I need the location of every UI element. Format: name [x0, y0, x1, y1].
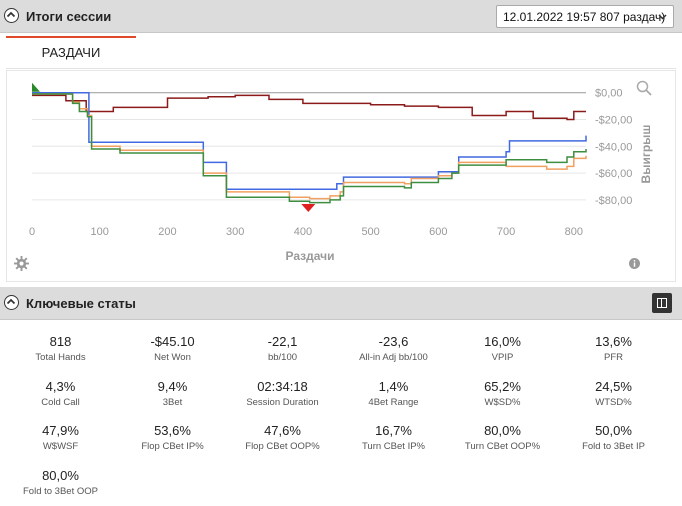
- stat-turn-cbet-ip: 16,7% Turn CBet IP%: [337, 423, 450, 452]
- y-tick-label: -$20,00: [595, 115, 632, 127]
- stat-turn-cbet-oop: 80,0% Turn CBet OOP%: [446, 423, 559, 452]
- stat-pfr: 13,6% PFR: [557, 334, 670, 363]
- x-tick-label: 400: [294, 226, 312, 238]
- x-tick-label: 0: [29, 226, 35, 238]
- series-line-0: [32, 94, 586, 121]
- stat-label: Flop CBet IP%: [141, 441, 204, 452]
- x-tick-label: 100: [91, 226, 109, 238]
- stat-value: -23,6: [378, 334, 409, 349]
- y-tick-label: -$80,00: [595, 195, 632, 207]
- stat-bb100: -22,1 bb/100: [226, 334, 339, 363]
- stat-value: 02:34:18: [257, 379, 308, 394]
- stat-value: 53,6%: [154, 423, 191, 438]
- stat-allin-adj-bb100: -23,6 All-in Adj bb/100: [337, 334, 450, 363]
- stat-cold-call: 4,3% Cold Call: [4, 379, 117, 408]
- start-flag-marker: [32, 82, 40, 92]
- stat-fold-to-3bet-ip: 50,0% Fold to 3Bet IP: [557, 423, 670, 452]
- stat-value: 818: [49, 334, 72, 349]
- stat-4bet-range: 1,4% 4Bet Range: [337, 379, 450, 408]
- y-tick-label: -$60,00: [595, 168, 632, 180]
- stat-flop-cbet-ip: 53,6% Flop CBet IP%: [116, 423, 229, 452]
- stat-wwsf: 47,9% W$WSF: [4, 423, 117, 452]
- collapse-stats-icon[interactable]: [4, 295, 19, 310]
- session-select[interactable]: 12.01.2022 19:57 807 раздач): [496, 5, 674, 28]
- stat-value: 24,5%: [595, 379, 632, 394]
- stat-value: 47,6%: [264, 423, 301, 438]
- stat-label: PFR: [604, 352, 623, 363]
- stat-label: WTSD%: [595, 397, 632, 408]
- stat-label: All-in Adj bb/100: [359, 352, 428, 363]
- stat-label: 4Bet Range: [368, 397, 419, 408]
- stat-value: 9,4%: [157, 379, 188, 394]
- series-line-1: [32, 91, 587, 190]
- stat-flop-cbet-oop: 47,6% Flop CBet OOP%: [226, 423, 339, 452]
- zoom-icon[interactable]: [636, 80, 652, 96]
- stat-wtsd: 24,5% WTSD%: [557, 379, 670, 408]
- x-tick-label: 600: [429, 226, 447, 238]
- stat-net-won: -$45.10 Net Won: [116, 334, 229, 363]
- winnings-chart[interactable]: $0,00 -$20,00 -$40,00 -$60,00 -$80,00 0 100 200…: [0, 70, 682, 282]
- x-tick-label: 300: [226, 226, 244, 238]
- stat-label: W$WSF: [42, 441, 79, 452]
- layout-toggle-icon[interactable]: [652, 293, 672, 313]
- key-stats-header: Ключевые статы: [0, 287, 682, 320]
- stat-label: bb/100: [267, 352, 298, 363]
- stat-value: 16,7%: [375, 423, 412, 438]
- stat-label: Fold to 3Bet IP: [582, 441, 645, 452]
- chart-container: [6, 70, 676, 282]
- stat-label: Total Hands: [35, 352, 86, 363]
- info-icon[interactable]: [629, 258, 640, 269]
- stat-vpip: 16,0% VPIP: [446, 334, 559, 363]
- x-tick-label: 200: [158, 226, 176, 238]
- stat-fold-to-3bet-oop: 80,0% Fold to 3Bet OOP: [4, 468, 117, 497]
- stat-wsd: 65,2% W$SD%: [446, 379, 559, 408]
- x-axis-label: Раздачи: [286, 249, 335, 263]
- stat-value: 50,0%: [595, 423, 632, 438]
- stat-label: Session Duration: [246, 397, 319, 408]
- x-tick-label: 800: [565, 226, 583, 238]
- stat-value: 13,6%: [595, 334, 632, 349]
- stat-session-duration: 02:34:18 Session Duration: [226, 379, 339, 408]
- stat-label: Flop CBet OOP%: [245, 441, 320, 452]
- chevron-down-icon: [658, 14, 667, 20]
- stat-value: 1,4%: [378, 379, 409, 394]
- key-stats-title: Ключевые статы: [26, 296, 136, 311]
- stat-label: Turn CBet IP%: [361, 441, 425, 452]
- stat-label: Cold Call: [41, 397, 80, 408]
- tab-hands[interactable]: РАЗДАЧИ: [6, 36, 136, 68]
- stat-label: 3Bet: [162, 397, 183, 408]
- gear-icon[interactable]: [14, 256, 29, 271]
- session-summary-title: Итоги сессии: [26, 9, 112, 24]
- stat-label: Fold to 3Bet OOP: [23, 486, 98, 497]
- tab-divider: [6, 68, 676, 69]
- stat-label: VPIP: [491, 352, 514, 363]
- stat-label: Turn CBet OOP%: [464, 441, 541, 452]
- y-tick-label: -$40,00: [595, 141, 632, 153]
- stat-label: Net Won: [154, 352, 191, 363]
- stat-value: 80,0%: [484, 423, 521, 438]
- stat-value: 80,0%: [42, 468, 79, 483]
- stat-value: 47,9%: [42, 423, 79, 438]
- series-line-3: [32, 93, 587, 204]
- stat-label: W$SD%: [484, 397, 521, 408]
- stat-value: 65,2%: [484, 379, 521, 394]
- x-tick-label: 500: [361, 226, 379, 238]
- y-axis-label: Выигрыш: [639, 125, 653, 184]
- stat-value: -$45.10: [150, 334, 195, 349]
- session-select-value: 12.01.2022 19:57 807 раздач): [503, 10, 666, 24]
- minimum-marker: [301, 203, 316, 212]
- x-tick-label: 700: [497, 226, 515, 238]
- collapse-session-icon[interactable]: [4, 8, 19, 23]
- stat-value: 16,0%: [484, 334, 521, 349]
- session-summary-header: Итоги сессии 12.01.2022 19:57 807 раздач…: [0, 0, 682, 33]
- stat-3bet: 9,4% 3Bet: [116, 379, 229, 408]
- stat-value: 4,3%: [45, 379, 76, 394]
- stat-value: -22,1: [267, 334, 298, 349]
- stat-total-hands: 818 Total Hands: [4, 334, 117, 363]
- y-tick-label: $0,00: [595, 88, 623, 100]
